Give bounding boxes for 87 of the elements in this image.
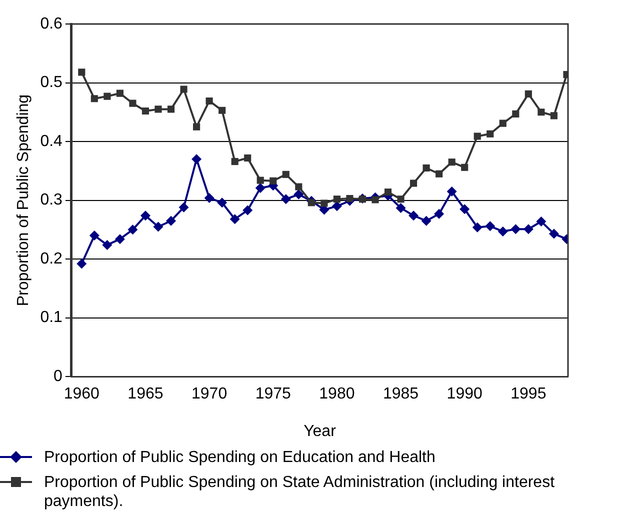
point — [320, 200, 328, 207]
point — [255, 182, 266, 193]
point — [397, 196, 404, 203]
point — [76, 258, 87, 269]
point — [154, 106, 162, 113]
point — [140, 210, 150, 221]
point — [548, 228, 559, 239]
x-axis-title: Year — [304, 422, 337, 440]
point — [193, 123, 200, 130]
point — [333, 196, 340, 203]
point — [448, 158, 456, 166]
x-tick-label: 1980 — [319, 386, 355, 403]
point — [128, 224, 138, 235]
point — [538, 108, 545, 116]
point — [204, 192, 214, 203]
point — [166, 216, 176, 226]
point — [550, 112, 558, 120]
x-tick-label: 1995 — [510, 386, 546, 403]
point — [129, 100, 136, 107]
point — [218, 106, 226, 114]
y-axis-title: Proportion of Public Spending — [15, 94, 32, 306]
point — [270, 177, 277, 184]
point — [153, 222, 164, 232]
point — [192, 154, 202, 164]
y-tick-label: 0.4 — [40, 132, 63, 150]
x-tick-label: 1965 — [128, 386, 164, 403]
x-tick-label: 1975 — [255, 386, 292, 403]
point — [421, 216, 432, 226]
point — [217, 198, 228, 208]
y-tick-label: 0.2 — [40, 250, 63, 268]
point — [256, 176, 264, 184]
point — [90, 95, 98, 102]
point — [523, 224, 534, 234]
point — [280, 194, 291, 204]
x-tick-label: 1985 — [382, 386, 419, 403]
point — [410, 180, 418, 187]
point — [180, 86, 188, 93]
point — [372, 196, 379, 204]
point — [510, 224, 521, 234]
point — [474, 132, 481, 140]
point — [499, 120, 506, 127]
point — [485, 221, 496, 232]
point — [422, 164, 430, 172]
point — [384, 188, 392, 196]
point — [282, 170, 290, 178]
point — [436, 170, 443, 178]
point — [178, 202, 189, 212]
point — [408, 210, 419, 221]
point — [78, 68, 86, 76]
point — [524, 90, 532, 98]
legend-label: Proportion of Public Spending on Education and Health — [44, 448, 436, 467]
y-tick-label: 0.1 — [40, 309, 63, 326]
point — [332, 201, 342, 212]
point — [396, 202, 406, 213]
point — [434, 208, 444, 219]
x-tick-label: 1990 — [446, 386, 482, 403]
x-tick-label: 1970 — [192, 386, 228, 403]
point — [460, 204, 470, 214]
point — [114, 234, 125, 244]
point — [102, 240, 112, 250]
y-tick-label: 0.5 — [40, 74, 63, 92]
point — [244, 154, 252, 162]
point — [536, 216, 546, 226]
point — [472, 222, 482, 232]
point — [206, 97, 213, 105]
point — [446, 186, 457, 196]
point — [89, 230, 100, 241]
point — [104, 92, 111, 100]
point — [231, 158, 238, 166]
point — [346, 195, 354, 202]
point — [512, 110, 520, 118]
point — [242, 205, 253, 216]
x-tick-label: 1960 — [64, 386, 100, 403]
point — [461, 164, 468, 171]
point — [167, 106, 175, 113]
point — [498, 226, 508, 236]
y-tick-label: 0 — [54, 368, 63, 386]
point — [295, 183, 302, 190]
point — [230, 214, 240, 224]
y-tick-label: 0.6 — [40, 15, 63, 32]
point — [486, 130, 494, 138]
point — [116, 90, 124, 97]
point — [142, 107, 150, 115]
point — [294, 189, 304, 200]
y-tick-label: 0.3 — [40, 192, 63, 209]
legend-label: Proportion of Public Spending on State Administration (including interest payments). — [44, 473, 556, 511]
point — [308, 199, 315, 206]
